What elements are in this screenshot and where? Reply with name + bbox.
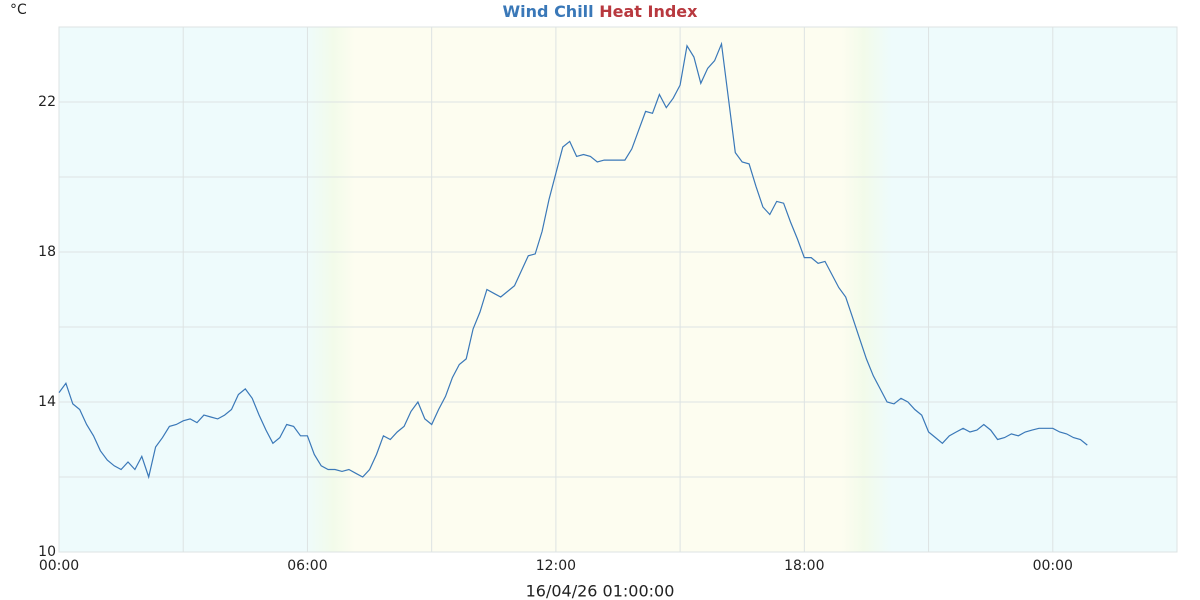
series-line	[58, 41, 1088, 480]
y-tick-label: 18	[38, 244, 56, 260]
x-tick-label: 12:00	[536, 558, 576, 574]
legend-entry: Wind Chill	[503, 2, 594, 21]
plot-background	[58, 26, 1178, 553]
x-tick-label: 00:00	[1033, 558, 1073, 574]
x-tick-label: 18:00	[784, 558, 824, 574]
unit-label: °C	[10, 2, 27, 18]
y-tick-label: 22	[38, 94, 56, 110]
chart-title: Wind Chill Heat Index	[503, 2, 699, 21]
x-tick-label: 00:00	[39, 558, 79, 574]
legend-entry: Heat Index	[599, 2, 698, 21]
x-axis-label: 16/04/26 01:00:00	[526, 582, 675, 600]
y-tick-label: 10	[38, 544, 56, 560]
y-tick-label: 14	[38, 394, 56, 410]
x-tick-label: 06:00	[287, 558, 327, 574]
